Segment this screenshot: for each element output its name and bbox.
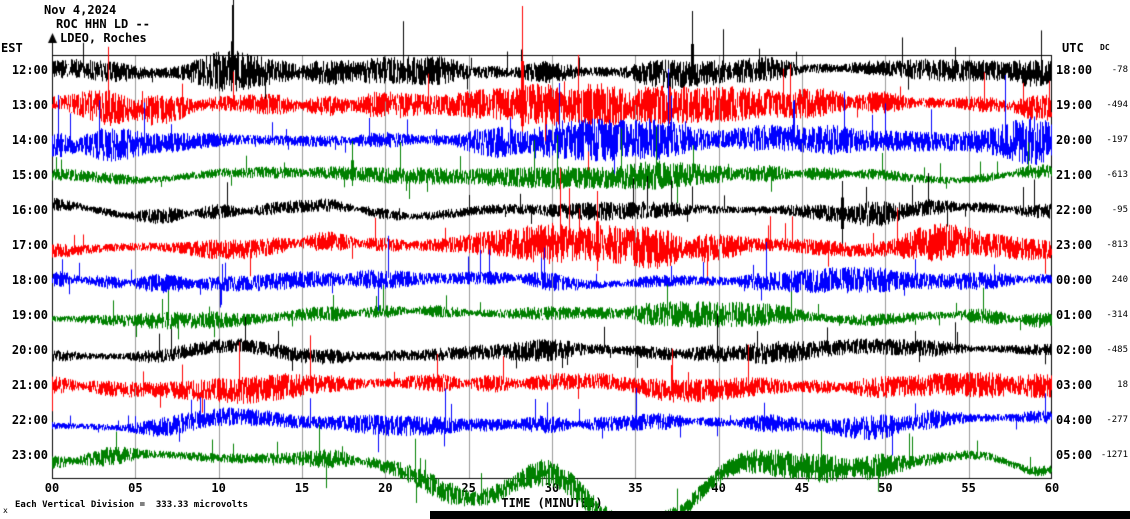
minute-tick-label: 10 [211,481,226,495]
station-label: ROC HHN LD -- [56,17,150,31]
dc-offset-value: 240 [1111,275,1128,285]
bottom-bar [430,511,1130,519]
minute-tick-label: 55 [961,481,976,495]
dc-offset-value: -613 [1106,170,1128,180]
date-label: Nov 4,2024 [44,3,117,17]
dc-offset-value: 18 [1117,380,1128,390]
est-time-label: 13:00 [11,98,48,112]
dc-offset-value: -494 [1106,100,1128,110]
network-label: LDEO, Roches [60,31,147,45]
dc-offset-value: -197 [1106,135,1128,145]
minute-tick-label: 60 [1044,481,1060,495]
minute-tick-label: 45 [794,481,810,495]
est-time-label: 17:00 [11,238,48,252]
minute-tick-label: 05 [128,481,143,495]
scale-note: Each Vertical Division = 333.33 microvol… [15,500,248,510]
minute-tick-label: 50 [878,481,893,495]
dc-offset-value: -95 [1111,205,1128,215]
est-time-label: 14:00 [11,133,48,147]
est-time-label: 18:00 [11,273,48,287]
minute-tick-label: 00 [44,481,60,495]
minute-tick-label: 30 [544,481,560,495]
minute-tick-label: 25 [461,481,476,495]
dc-offset-value: -78 [1111,65,1128,75]
est-time-label: 15:00 [11,168,48,182]
dc-offset-value: -1271 [1100,450,1128,460]
est-time-label: 16:00 [11,203,48,217]
minute-tick-label: 20 [378,481,393,495]
est-time-label: 21:00 [11,378,48,392]
est-time-label: 23:00 [11,448,48,462]
minute-tick-label: 15 [294,481,310,495]
est-axis-label: EST [1,41,23,55]
utc-axis-label: UTC [1062,41,1084,55]
dc-offset-value: -813 [1106,240,1128,250]
dc-offset-value: -485 [1106,345,1128,355]
minute-tick-label: 35 [628,481,643,495]
dc-offset-value: -277 [1106,415,1128,425]
est-time-label: 19:00 [11,308,48,322]
est-time-label: 22:00 [11,413,48,427]
dc-axis-label: DC [1100,43,1110,52]
corner-marker: x [3,506,8,515]
minute-tick-label: 40 [711,481,726,495]
dc-offset-value: -314 [1106,310,1128,320]
est-time-label: 12:00 [11,63,48,77]
est-time-label: 20:00 [11,343,48,357]
